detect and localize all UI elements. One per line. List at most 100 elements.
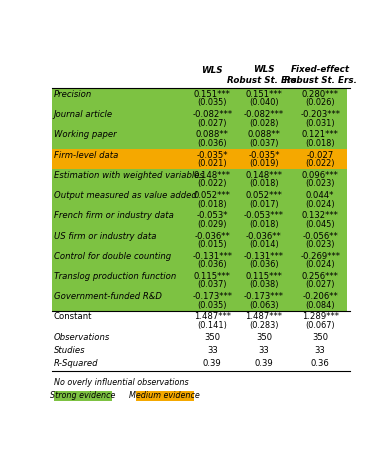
- Text: 0.39: 0.39: [254, 360, 273, 368]
- Text: (0.038): (0.038): [249, 280, 279, 290]
- Text: Constant: Constant: [54, 313, 93, 321]
- Text: 0.088**: 0.088**: [196, 130, 229, 139]
- Text: 1.487***: 1.487***: [194, 313, 231, 321]
- Text: 0.115***: 0.115***: [245, 272, 282, 281]
- Text: (0.027): (0.027): [198, 118, 227, 128]
- Text: 0.044*: 0.044*: [306, 191, 334, 200]
- Text: -0.053***: -0.053***: [244, 211, 284, 220]
- Text: (0.024): (0.024): [305, 260, 335, 269]
- Text: Firm-level data: Firm-level data: [54, 151, 118, 160]
- Text: 1.487***: 1.487***: [245, 313, 283, 321]
- Text: (0.018): (0.018): [249, 179, 279, 189]
- Text: -0.269***: -0.269***: [300, 252, 340, 261]
- Text: 350: 350: [204, 333, 220, 342]
- Text: (0.036): (0.036): [198, 139, 227, 148]
- Text: -0.131***: -0.131***: [192, 252, 232, 261]
- Bar: [52, 149, 347, 169]
- Text: -0.035*: -0.035*: [196, 151, 228, 160]
- Text: -0.082***: -0.082***: [192, 110, 232, 119]
- Bar: [54, 391, 112, 401]
- Text: (0.035): (0.035): [198, 98, 227, 107]
- Text: 0.052***: 0.052***: [194, 191, 231, 200]
- Text: Control for double counting: Control for double counting: [54, 252, 171, 261]
- Text: (0.031): (0.031): [305, 118, 335, 128]
- Text: Translog production function: Translog production function: [54, 272, 176, 281]
- Text: (0.014): (0.014): [249, 240, 279, 249]
- Text: 1.289***: 1.289***: [301, 313, 339, 321]
- Text: 0.39: 0.39: [203, 360, 221, 368]
- Bar: [52, 271, 347, 291]
- Text: 0.148***: 0.148***: [245, 171, 283, 180]
- Text: 0.151***: 0.151***: [194, 90, 231, 99]
- Text: 33: 33: [259, 346, 269, 355]
- Text: -0.173***: -0.173***: [192, 292, 232, 301]
- Text: (0.036): (0.036): [198, 260, 227, 269]
- Text: (0.037): (0.037): [249, 139, 279, 148]
- Text: -0.036**: -0.036**: [246, 231, 282, 241]
- Text: -0.173***: -0.173***: [244, 292, 284, 301]
- Text: (0.021): (0.021): [198, 159, 227, 168]
- Text: (0.084): (0.084): [305, 301, 335, 310]
- Text: 0.151***: 0.151***: [245, 90, 282, 99]
- Text: (0.283): (0.283): [249, 321, 279, 330]
- Bar: [52, 169, 347, 189]
- Text: -0.131***: -0.131***: [244, 252, 284, 261]
- Text: Precision: Precision: [54, 90, 92, 99]
- Text: (0.023): (0.023): [305, 179, 335, 189]
- Bar: [52, 250, 347, 271]
- Text: French firm or industry data: French firm or industry data: [54, 211, 174, 220]
- Text: 0.088**: 0.088**: [247, 130, 280, 139]
- Text: (0.035): (0.035): [198, 301, 227, 310]
- Text: WLS: WLS: [201, 66, 223, 75]
- Text: (0.022): (0.022): [305, 159, 335, 168]
- Text: -0.036**: -0.036**: [194, 231, 230, 241]
- Text: Observations: Observations: [54, 333, 110, 342]
- Text: Strong evidence: Strong evidence: [50, 391, 115, 400]
- Text: Output measured as value added: Output measured as value added: [54, 191, 197, 200]
- Text: (0.036): (0.036): [249, 260, 279, 269]
- Text: Studies: Studies: [54, 346, 85, 355]
- Text: (0.022): (0.022): [198, 179, 227, 189]
- Text: 0.280***: 0.280***: [301, 90, 339, 99]
- Bar: [52, 291, 347, 311]
- Text: (0.023): (0.023): [305, 240, 335, 249]
- Text: US firm or industry data: US firm or industry data: [54, 231, 156, 241]
- Text: Government-funded R&D: Government-funded R&D: [54, 292, 162, 301]
- Text: 33: 33: [315, 346, 325, 355]
- Text: (0.018): (0.018): [249, 220, 279, 229]
- Text: (0.015): (0.015): [198, 240, 227, 249]
- Text: (0.037): (0.037): [198, 280, 227, 290]
- Text: 0.36: 0.36: [311, 360, 330, 368]
- Text: -0.203***: -0.203***: [300, 110, 340, 119]
- Text: (0.067): (0.067): [305, 321, 335, 330]
- Text: (0.018): (0.018): [198, 200, 227, 208]
- Text: 0.115***: 0.115***: [194, 272, 231, 281]
- Bar: [136, 391, 194, 401]
- Text: -0.027: -0.027: [307, 151, 334, 160]
- Bar: [52, 189, 347, 210]
- Text: 0.256***: 0.256***: [302, 272, 339, 281]
- Text: -0.053*: -0.053*: [196, 211, 228, 220]
- Text: -0.082***: -0.082***: [244, 110, 284, 119]
- Text: Medium evidence: Medium evidence: [129, 391, 200, 400]
- Text: 350: 350: [312, 333, 328, 342]
- Text: (0.018): (0.018): [305, 139, 335, 148]
- Text: Working paper: Working paper: [54, 130, 116, 139]
- Text: (0.024): (0.024): [305, 200, 335, 208]
- Bar: [52, 109, 347, 129]
- Text: (0.141): (0.141): [197, 321, 227, 330]
- Text: (0.029): (0.029): [198, 220, 227, 229]
- Bar: [52, 230, 347, 250]
- Text: WLS
Robust St. Ers.: WLS Robust St. Ers.: [227, 65, 300, 85]
- Text: Estimation with weighted variables: Estimation with weighted variables: [54, 171, 204, 180]
- Text: Fixed-effect
Robust St. Ers.: Fixed-effect Robust St. Ers.: [284, 65, 357, 85]
- Text: 350: 350: [256, 333, 272, 342]
- Text: -0.035*: -0.035*: [248, 151, 279, 160]
- Text: R-Squared: R-Squared: [54, 360, 98, 368]
- Bar: [52, 89, 347, 108]
- Bar: [52, 210, 347, 230]
- Text: 33: 33: [207, 346, 218, 355]
- Text: Journal article: Journal article: [54, 110, 113, 119]
- Text: 0.096***: 0.096***: [302, 171, 339, 180]
- Text: (0.028): (0.028): [249, 118, 279, 128]
